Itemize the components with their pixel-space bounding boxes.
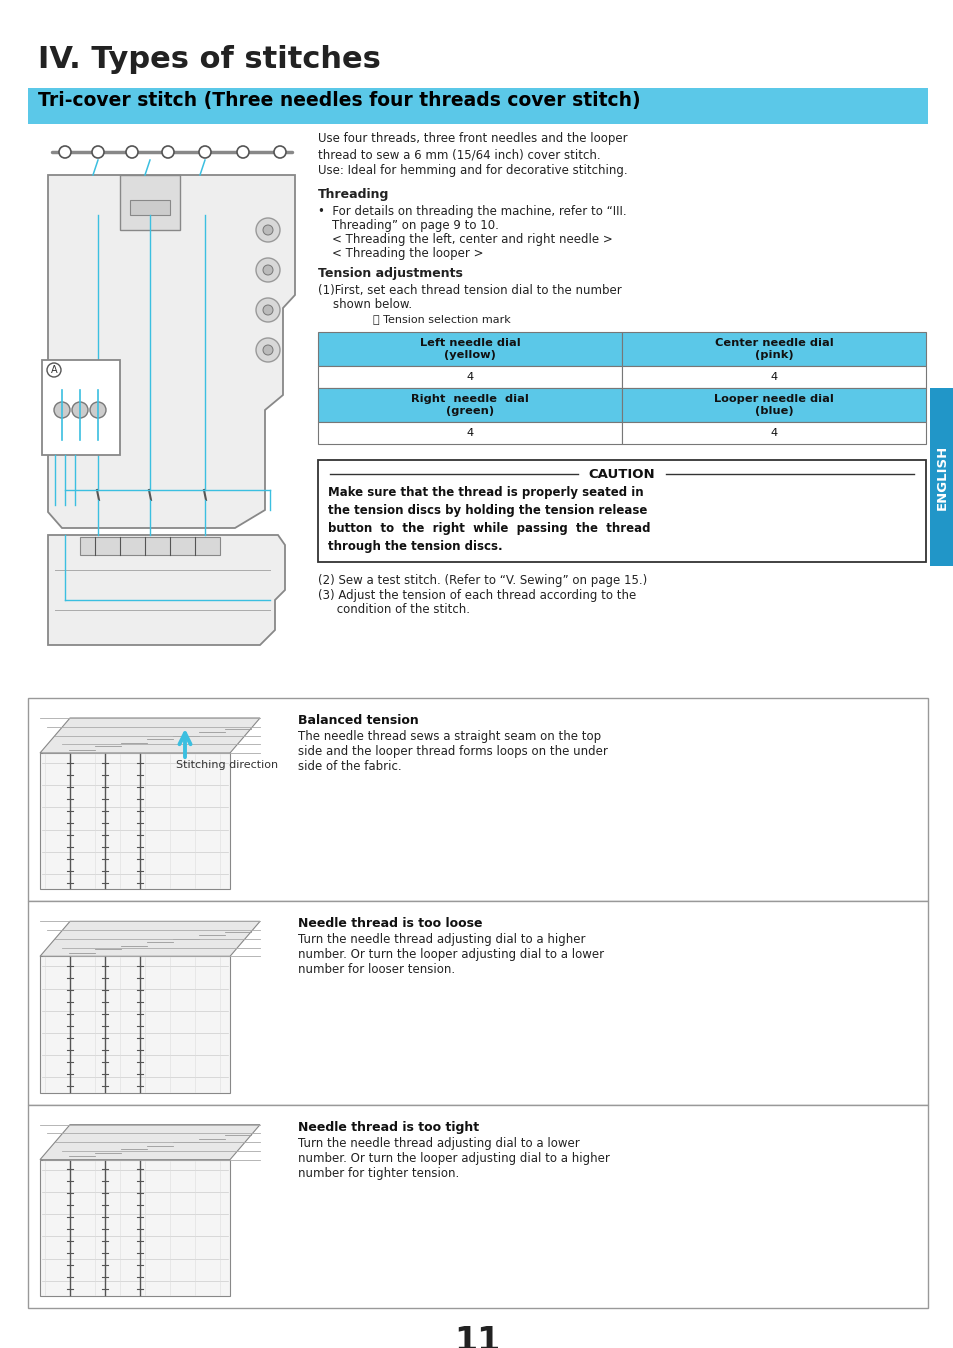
Text: Stitching direction: Stitching direction [175, 760, 277, 770]
Polygon shape [40, 754, 230, 890]
Text: Needle thread is too loose: Needle thread is too loose [297, 918, 482, 930]
Text: Right  needle  dial: Right needle dial [411, 394, 528, 403]
Text: Needle thread is too tight: Needle thread is too tight [297, 1120, 478, 1134]
Circle shape [255, 298, 280, 322]
Text: (3) Adjust the tension of each thread according to the: (3) Adjust the tension of each thread ac… [317, 589, 636, 603]
Polygon shape [48, 535, 285, 644]
Text: Threading: Threading [317, 187, 389, 201]
Bar [317, 388, 621, 422]
Text: (green): (green) [445, 407, 494, 417]
Circle shape [255, 338, 280, 363]
Text: through the tension discs.: through the tension discs. [328, 541, 502, 553]
Circle shape [162, 146, 173, 158]
Circle shape [59, 146, 71, 158]
Polygon shape [40, 956, 230, 1093]
Polygon shape [48, 175, 294, 528]
Text: Tension adjustments: Tension adjustments [317, 267, 462, 280]
Text: the tension discs by holding the tension release: the tension discs by holding the tension… [328, 504, 647, 518]
Bar [317, 332, 621, 367]
Text: (yellow): (yellow) [443, 350, 496, 360]
Bar [42, 360, 120, 456]
Text: Turn the needle thread adjusting dial to a lower: Turn the needle thread adjusting dial to… [297, 1136, 579, 1150]
Text: (2) Sew a test stitch. (Refer to “V. Sewing” on page 15.): (2) Sew a test stitch. (Refer to “V. Sew… [317, 574, 646, 586]
Text: 4: 4 [770, 372, 777, 381]
Circle shape [71, 402, 88, 418]
Text: Turn the needle thread adjusting dial to a higher: Turn the needle thread adjusting dial to… [297, 933, 585, 946]
Circle shape [54, 402, 70, 418]
Polygon shape [40, 1124, 260, 1159]
Bar [80, 537, 220, 555]
Text: (pink): (pink) [754, 350, 793, 360]
Text: 4: 4 [466, 372, 473, 381]
Text: 11: 11 [454, 1325, 499, 1348]
Text: number. Or turn the looper adjusting dial to a lower: number. Or turn the looper adjusting dia… [297, 949, 603, 961]
Bar [621, 422, 925, 443]
Circle shape [90, 402, 106, 418]
Text: The needle thread sews a straight seam on the top: The needle thread sews a straight seam o… [297, 731, 600, 743]
Circle shape [263, 305, 273, 315]
Text: ENGLISH: ENGLISH [935, 445, 947, 510]
Bar [621, 367, 925, 388]
Text: Ⓐ Tension selection mark: Ⓐ Tension selection mark [373, 314, 510, 324]
Text: number for looser tension.: number for looser tension. [297, 964, 455, 976]
Circle shape [255, 257, 280, 282]
Text: shown below.: shown below. [317, 298, 412, 311]
Text: A: A [51, 365, 57, 375]
Text: Center needle dial: Center needle dial [714, 337, 833, 348]
Text: Left needle dial: Left needle dial [419, 337, 519, 348]
Text: side of the fabric.: side of the fabric. [297, 760, 401, 772]
Circle shape [263, 266, 273, 275]
Text: Threading” on page 9 to 10.: Threading” on page 9 to 10. [332, 218, 498, 232]
Text: < Threading the looper >: < Threading the looper > [332, 247, 483, 260]
Bar [130, 200, 170, 214]
Text: number for tighter tension.: number for tighter tension. [297, 1166, 458, 1180]
Text: thread to sew a 6 mm (15/64 inch) cover stitch.: thread to sew a 6 mm (15/64 inch) cover … [317, 148, 600, 160]
Text: Use: Ideal for hemming and for decorative stitching.: Use: Ideal for hemming and for decorativ… [317, 164, 627, 177]
Circle shape [91, 146, 104, 158]
Bar [317, 422, 621, 443]
Circle shape [126, 146, 138, 158]
Text: side and the looper thread forms loops on the under: side and the looper thread forms loops o… [297, 745, 607, 758]
Polygon shape [40, 1159, 230, 1295]
Bar [28, 902, 927, 1104]
Bar [621, 332, 925, 367]
Bar [28, 698, 927, 902]
Text: Looper needle dial: Looper needle dial [713, 394, 833, 403]
Bar [28, 1104, 927, 1308]
Text: 4: 4 [770, 429, 777, 438]
Circle shape [263, 225, 273, 235]
Polygon shape [40, 921, 260, 956]
Bar [28, 88, 927, 124]
Bar [317, 367, 621, 388]
Text: Tri-cover stitch (Three needles four threads cover stitch): Tri-cover stitch (Three needles four thr… [38, 92, 640, 111]
Bar [120, 175, 180, 231]
Circle shape [274, 146, 286, 158]
Text: condition of the stitch.: condition of the stitch. [317, 603, 470, 616]
Text: Use four threads, three front needles and the looper: Use four threads, three front needles an… [317, 132, 627, 146]
Circle shape [236, 146, 249, 158]
Bar [317, 460, 925, 562]
Text: IV. Types of stitches: IV. Types of stitches [38, 44, 380, 74]
Circle shape [199, 146, 211, 158]
Text: Balanced tension: Balanced tension [297, 714, 418, 727]
Text: Make sure that the thread is properly seated in: Make sure that the thread is properly se… [328, 487, 643, 499]
Text: CAUTION: CAUTION [588, 468, 655, 480]
Circle shape [47, 363, 61, 377]
Text: number. Or turn the looper adjusting dial to a higher: number. Or turn the looper adjusting dia… [297, 1151, 609, 1165]
Circle shape [263, 345, 273, 355]
Text: 4: 4 [466, 429, 473, 438]
Text: (blue): (blue) [754, 407, 793, 417]
Text: button  to  the  right  while  passing  the  thread: button to the right while passing the th… [328, 522, 650, 535]
Bar [929, 388, 953, 566]
Bar [621, 388, 925, 422]
Text: < Threading the left, center and right needle >: < Threading the left, center and right n… [332, 233, 612, 245]
Text: (1)First, set each thread tension dial to the number: (1)First, set each thread tension dial t… [317, 284, 621, 297]
Polygon shape [40, 718, 260, 754]
Circle shape [255, 218, 280, 243]
Text: •  For details on threading the machine, refer to “III.: • For details on threading the machine, … [317, 205, 626, 218]
